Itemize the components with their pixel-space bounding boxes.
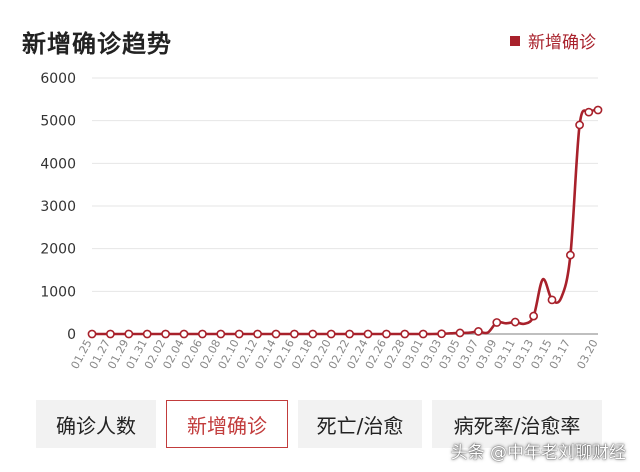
data-point <box>400 329 410 339</box>
x-tick-label: 03.20 <box>574 337 600 371</box>
data-point <box>547 295 557 305</box>
tab-confirmed-total[interactable]: 确诊人数 <box>36 400 156 448</box>
data-point <box>289 329 299 339</box>
data-point <box>575 120 584 130</box>
data-point <box>593 105 603 115</box>
data-point <box>326 329 336 339</box>
tab-fatality-recovery-rate[interactable]: 病死率/治愈率 <box>432 400 602 448</box>
data-point <box>179 329 189 339</box>
data-point <box>142 329 152 339</box>
series-line-new-confirmed <box>91 108 599 336</box>
data-point <box>345 329 354 339</box>
data-point <box>437 329 446 339</box>
data-point <box>381 329 391 339</box>
data-point <box>492 318 502 327</box>
y-tick-label: 4000 <box>40 156 76 172</box>
data-point <box>216 329 226 339</box>
y-tick-label: 6000 <box>40 71 76 87</box>
data-point <box>106 329 115 339</box>
chart-legend[interactable]: 新增确诊 <box>510 28 596 53</box>
y-tick-label: 0 <box>67 327 76 343</box>
data-point <box>510 317 520 327</box>
data-point <box>473 327 483 336</box>
data-point <box>87 329 97 339</box>
data-point <box>253 329 262 339</box>
data-point <box>566 250 575 260</box>
y-tick-label: 2000 <box>40 242 76 258</box>
tab-death-recovered[interactable]: 死亡/治愈 <box>298 400 422 448</box>
data-point <box>308 329 318 339</box>
data-point <box>124 329 134 339</box>
data-point <box>418 329 428 339</box>
data-point <box>161 329 170 339</box>
y-tick-label: 3000 <box>40 199 76 215</box>
watermark-text: 头条 @中年老刘聊财经 <box>450 443 626 463</box>
data-point <box>271 329 281 339</box>
legend-swatch <box>510 35 520 46</box>
data-point <box>234 329 244 339</box>
data-point <box>529 311 538 321</box>
legend-label: 新增确诊 <box>528 33 596 53</box>
y-tick-label: 1000 <box>40 284 76 300</box>
data-point <box>363 329 373 339</box>
data-point <box>197 329 207 339</box>
tab-new-confirmed[interactable]: 新增确诊 <box>166 400 288 448</box>
data-point <box>584 107 594 117</box>
y-tick-label: 5000 <box>40 114 76 130</box>
chart-title: 新增确诊趋势 <box>22 30 172 58</box>
data-point <box>455 328 465 338</box>
line-chart: 010002000300040005000600001.2501.2701.29… <box>40 71 603 371</box>
